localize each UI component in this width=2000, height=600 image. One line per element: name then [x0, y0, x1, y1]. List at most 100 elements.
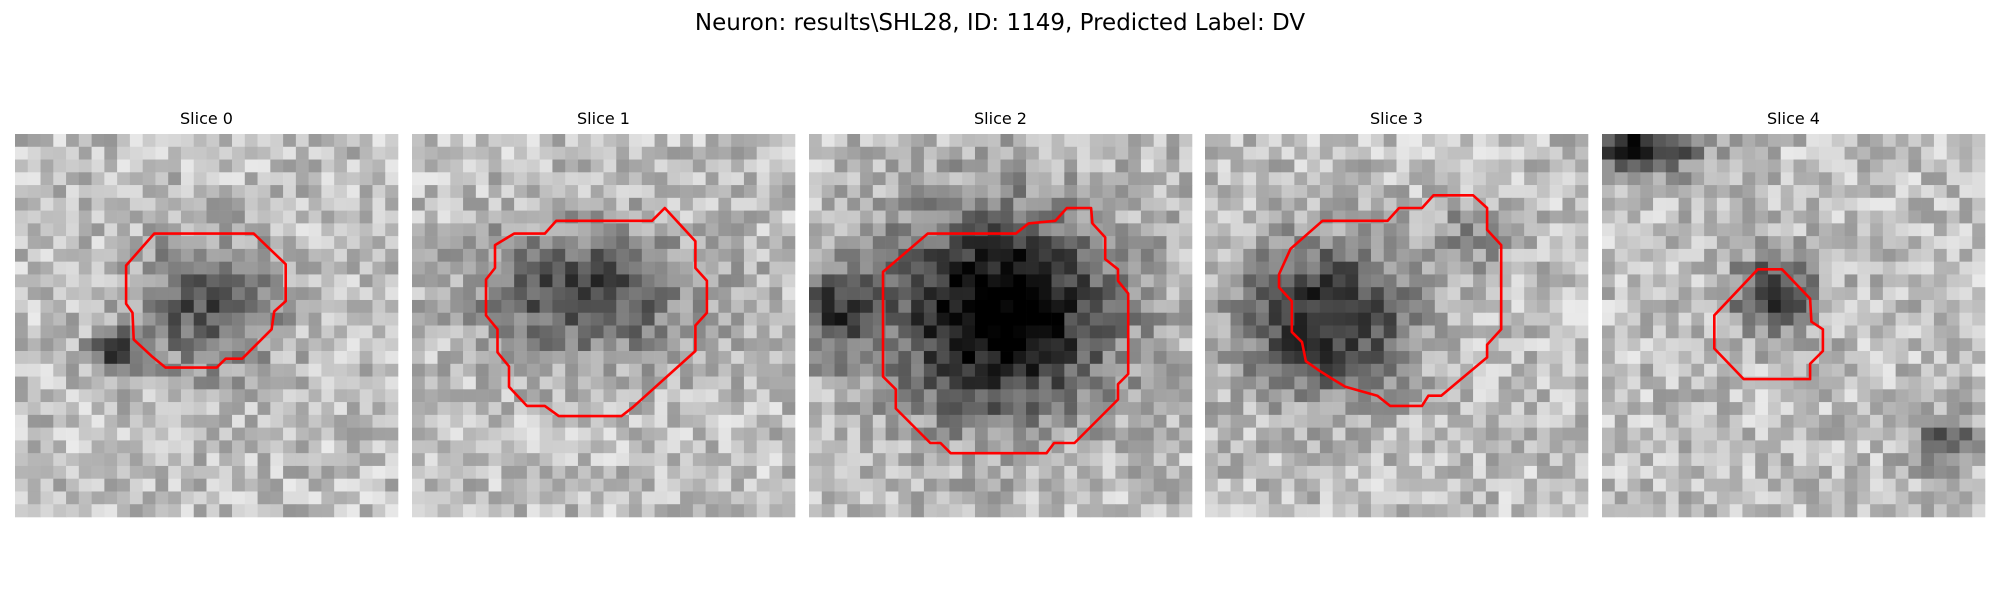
- pixel: [654, 363, 668, 377]
- pixel: [1383, 236, 1397, 250]
- pixel: [616, 223, 630, 237]
- pixel: [232, 440, 246, 454]
- pixel: [155, 159, 169, 173]
- pixel: [180, 427, 195, 441]
- pixel: [1908, 363, 1922, 377]
- pixel: [1205, 414, 1219, 428]
- pixel: [1268, 465, 1282, 479]
- pixel: [809, 453, 823, 467]
- pixel: [1179, 504, 1193, 518]
- pixel: [334, 236, 348, 250]
- pixel: [1460, 299, 1474, 314]
- pixel: [962, 287, 976, 301]
- pixel: [117, 312, 131, 326]
- pixel: [475, 197, 489, 211]
- pixel: [1422, 363, 1436, 377]
- pixel: [629, 325, 643, 339]
- pixel: [974, 504, 989, 518]
- pixel: [129, 172, 143, 186]
- pixel: [117, 159, 131, 173]
- pixel: [450, 274, 464, 288]
- pixel: [1358, 261, 1372, 275]
- pixel: [641, 274, 655, 288]
- pixel: [1742, 414, 1756, 428]
- pixel: [206, 453, 220, 467]
- pixel: [1819, 274, 1833, 288]
- pixel: [1102, 185, 1116, 199]
- pixel: [334, 351, 348, 365]
- pixel: [1153, 351, 1167, 365]
- pixel: [1933, 376, 1947, 390]
- pixel: [437, 325, 451, 339]
- pixel: [1345, 389, 1359, 403]
- pixel: [1115, 236, 1129, 250]
- pixel: [1972, 325, 1986, 339]
- pixel: [1755, 146, 1769, 160]
- pixel: [603, 134, 617, 148]
- pixel: [53, 338, 67, 352]
- pixel: [1614, 261, 1628, 275]
- pixel: [1640, 478, 1654, 492]
- pixel: [667, 389, 681, 403]
- pixel: [1217, 185, 1231, 199]
- pixel: [1026, 185, 1040, 199]
- pixel: [1473, 478, 1487, 492]
- pixel: [142, 465, 156, 479]
- pixel: [1332, 363, 1346, 377]
- pixel: [769, 159, 783, 173]
- pixel: [1051, 478, 1065, 492]
- pixel: [193, 146, 207, 160]
- pixel: [1640, 248, 1654, 262]
- pixel: [1268, 351, 1282, 365]
- pixel: [782, 172, 796, 186]
- pixel: [91, 389, 105, 403]
- pixel: [705, 351, 719, 365]
- pixel: [1857, 197, 1871, 211]
- pixel: [1217, 274, 1231, 288]
- pixel: [1653, 210, 1667, 224]
- pixel: [577, 236, 592, 250]
- pixel: [1026, 134, 1040, 148]
- pixel: [359, 478, 373, 492]
- pixel: [1077, 363, 1091, 377]
- pixel: [463, 134, 477, 148]
- pixel: [1434, 414, 1448, 428]
- pixel: [1870, 363, 1884, 377]
- pixel: [692, 223, 706, 237]
- pixel: [244, 159, 258, 173]
- pixel: [232, 172, 246, 186]
- pixel: [847, 453, 861, 467]
- pixel: [514, 312, 528, 326]
- pixel: [501, 223, 515, 237]
- pixel: [1691, 338, 1705, 352]
- pixel: [334, 299, 348, 314]
- pixel: [1140, 274, 1154, 288]
- pixel: [346, 478, 360, 492]
- pixel: [283, 312, 297, 326]
- pixel: [346, 363, 360, 377]
- pixel: [1281, 338, 1295, 352]
- pixel: [1959, 299, 1973, 314]
- pixel: [1447, 465, 1461, 479]
- pixel: [1602, 338, 1616, 352]
- pixel: [1908, 465, 1922, 479]
- pixel: [1908, 325, 1922, 339]
- pixel: [385, 261, 399, 275]
- pixel: [206, 236, 220, 250]
- pixel: [1844, 159, 1858, 173]
- pixel: [180, 325, 195, 339]
- pixel: [1409, 440, 1423, 454]
- pixel: [577, 427, 592, 441]
- pixel: [1678, 134, 1692, 148]
- pixel: [334, 248, 348, 262]
- pixel: [539, 351, 553, 365]
- pixel: [641, 414, 655, 428]
- pixel: [1640, 134, 1654, 148]
- pixel: [1179, 338, 1193, 352]
- pixel: [1128, 223, 1142, 237]
- pixel: [1806, 504, 1820, 518]
- pixel: [168, 504, 182, 518]
- pixel: [860, 491, 874, 505]
- pixel: [1857, 504, 1871, 518]
- pixel: [1064, 389, 1078, 403]
